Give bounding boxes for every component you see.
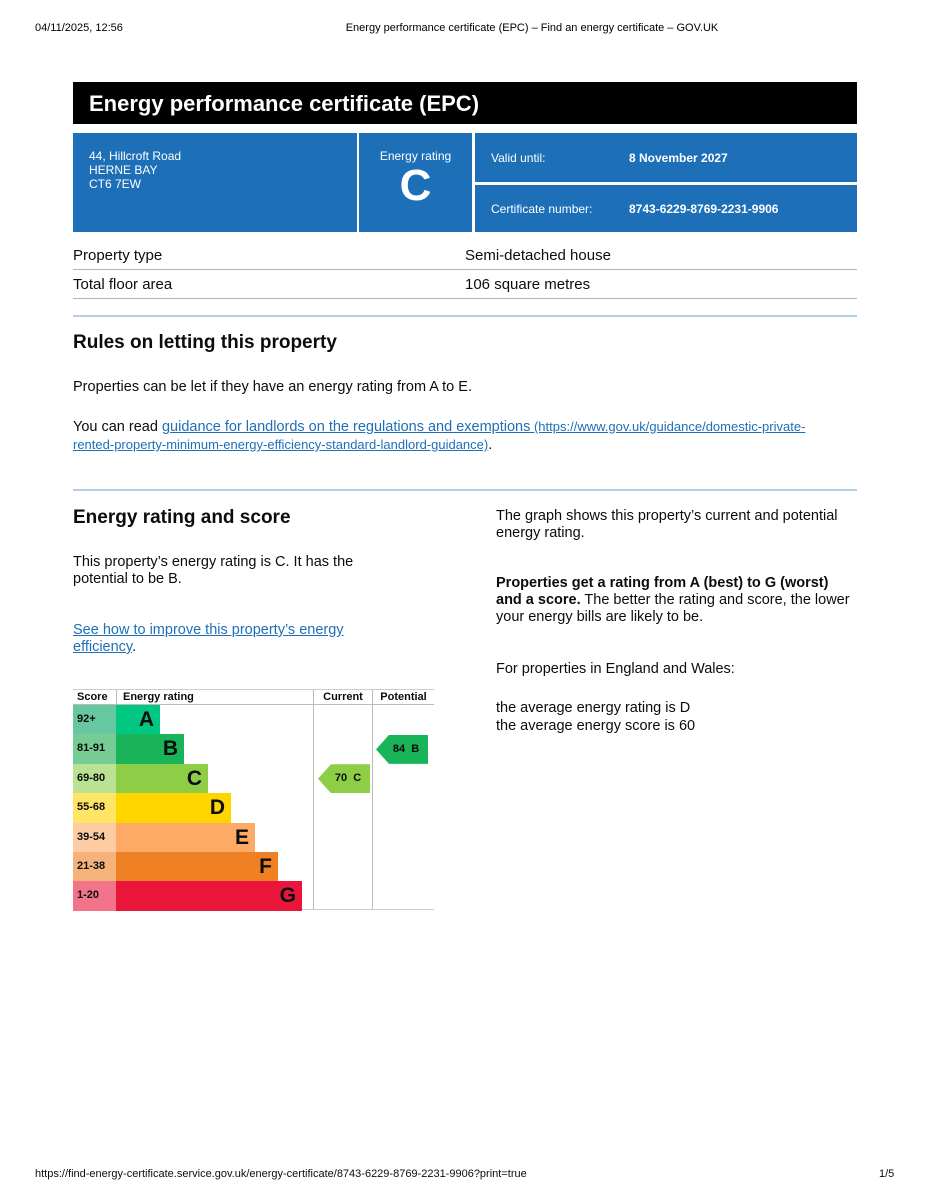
landlord-guidance-link[interactable]: guidance for landlords on the regulation…	[73, 419, 805, 453]
text: .	[132, 639, 137, 655]
letting-heading: Rules on letting this property	[73, 332, 337, 353]
address-postcode: CT6 7EW	[89, 177, 142, 191]
link-text: guidance for landlords on the regulation…	[161, 419, 531, 435]
score-band-G: 1-20	[73, 881, 116, 911]
rating-summary: This property’s energy rating is C. It h…	[73, 554, 354, 587]
score-band-B: 81-91	[73, 734, 116, 764]
property-value: Semi-detached house	[465, 246, 611, 264]
score-band-E: 39-54	[73, 822, 116, 852]
rating-bar-B: B	[116, 734, 184, 764]
valid-until-label: Valid until:	[491, 150, 546, 165]
property-value: 106 square metres	[465, 275, 591, 293]
valid-until: Valid until: 8 November 2027	[475, 133, 857, 182]
letting-text: Properties can be let if they have an en…	[73, 379, 472, 395]
link-url: (https://www.gov.uk/guidance/domestic-pr…	[73, 419, 806, 452]
divider	[372, 690, 373, 909]
certificate-number-label: Certificate number:	[491, 201, 593, 216]
average-score: the average energy score is 60	[496, 718, 696, 734]
rating-bar-G: G	[116, 881, 302, 911]
energy-rating-value: C	[399, 161, 432, 210]
address-line2: HERNE BAY	[89, 163, 158, 177]
print-page-title: Energy performance certificate (EPC) – F…	[345, 22, 719, 34]
address-line1: 44, Hillcroft Road	[89, 149, 182, 163]
score-band-F: 21-38	[73, 852, 116, 882]
energy-rating-label: Energy rating	[379, 149, 452, 163]
property-key: Property type	[73, 246, 163, 264]
valid-until-value: 8 November 2027	[629, 150, 728, 165]
print-page-number: 1/5	[879, 1168, 895, 1180]
average-rating: the average energy rating is D	[496, 700, 691, 716]
certificate-number: Certificate number: 8743-6229-8769-2231-9…	[475, 185, 857, 232]
divider	[73, 489, 857, 491]
potential-rating-arrow: 84 B	[376, 734, 428, 764]
text: .	[488, 437, 493, 453]
floor-area-row: Total floor area 106 square metres	[73, 270, 857, 299]
header-potential: Potential	[380, 691, 427, 703]
graph-explanation: The graph shows this property’s current …	[496, 508, 838, 541]
header-score: Score	[77, 691, 108, 703]
header-energy-rating: Energy rating	[123, 691, 194, 703]
rating-bar-A: A	[116, 705, 160, 735]
divider	[73, 704, 434, 705]
england-wales-label: For properties in England and Wales:	[496, 661, 735, 677]
certificate-number-value: 8743-6229-8769-2231-9906	[629, 201, 779, 216]
print-datetime: 04/11/2025, 12:56	[35, 22, 123, 34]
energy-rating-block: Energy rating C	[359, 133, 472, 232]
rating-explanation: Properties get a rating from A (best) to…	[496, 575, 858, 626]
score-band-A: 92+	[73, 705, 116, 735]
score-band-D: 55-68	[73, 793, 116, 823]
header-current: Current	[323, 691, 363, 703]
score-band-C: 69-80	[73, 763, 116, 794]
print-url: https://find-energy-certificate.service.…	[35, 1168, 527, 1180]
text: You can read	[73, 419, 162, 435]
property-type-row: Property type Semi-detached house	[73, 241, 857, 270]
address-block: 44, Hillcroft Road HERNE BAY CT6 7EW	[73, 133, 357, 232]
text: The better the rating and score, the low…	[496, 592, 850, 625]
improve-paragraph: See how to improve this property’s energ…	[73, 622, 403, 656]
letting-guidance: You can read guidance for landlords on t…	[73, 418, 833, 454]
rating-bar-E: E	[116, 822, 255, 852]
rating-bar-D: D	[116, 793, 231, 823]
bold-text: Properties get a rating from A (best) to…	[496, 575, 829, 608]
page-title: Energy performance certificate (EPC)	[73, 82, 857, 124]
rating-bar-C: C	[116, 763, 208, 794]
score-heading: Energy rating and score	[73, 507, 291, 528]
improve-efficiency-link[interactable]: See how to improve this property’s energ…	[73, 622, 344, 655]
divider	[73, 315, 857, 317]
rating-bar-F: F	[116, 852, 278, 882]
divider	[313, 690, 314, 909]
property-key: Total floor area	[73, 275, 173, 293]
energy-rating-chart: Score Energy rating Current Potential 92…	[73, 689, 434, 911]
current-rating-arrow: 70 C	[318, 764, 370, 794]
